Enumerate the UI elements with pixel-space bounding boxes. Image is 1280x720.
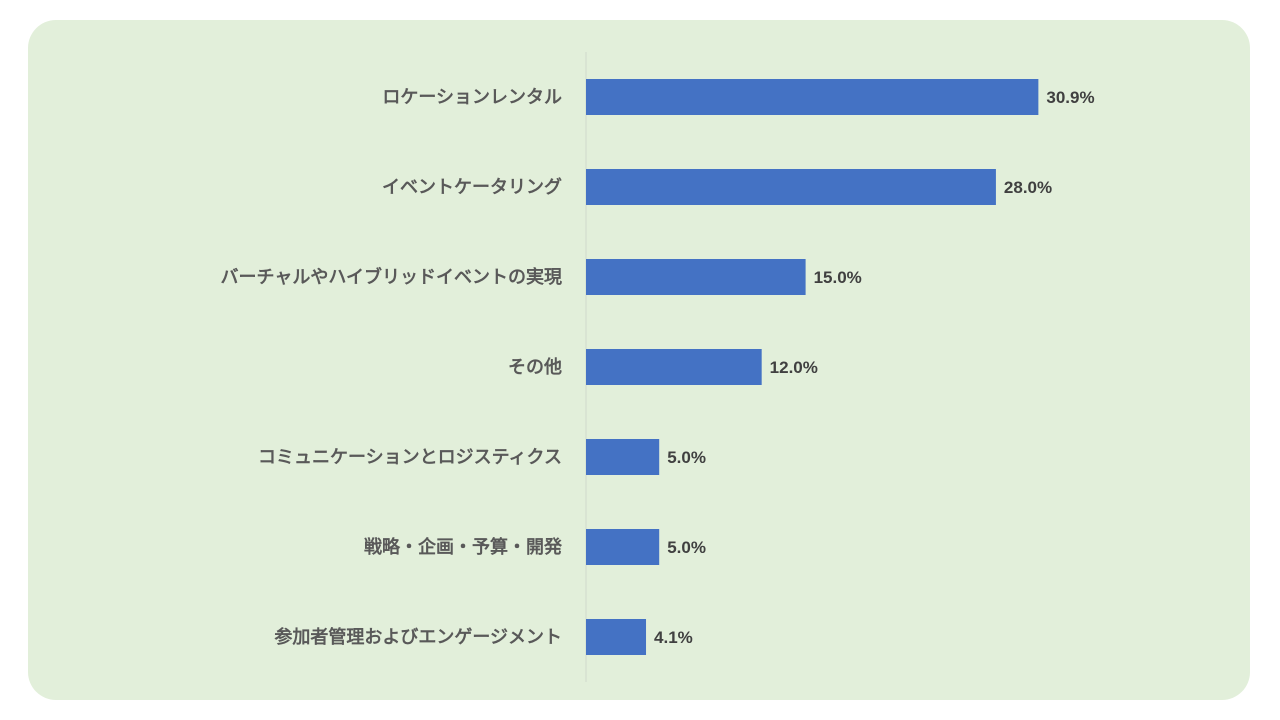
bars-group	[586, 79, 1039, 655]
value-label-5: 5.0%	[667, 448, 706, 467]
bar-4	[586, 349, 762, 385]
category-labels-group: ロケーションレンタルイベントケータリングバーチャルやハイブリッドイベントの実現そ…	[221, 87, 563, 648]
value-label-6: 5.0%	[667, 538, 706, 557]
category-label-6: 戦略・企画・予算・開発	[364, 536, 563, 558]
bar-5	[586, 439, 660, 475]
value-label-2: 28.0%	[1004, 178, 1052, 197]
value-label-7: 4.1%	[654, 628, 693, 647]
value-labels-group: 30.9% 28.0% 15.0% 12.0% 5.0% 5.0% 4.1%	[654, 88, 1095, 647]
category-label-3: バーチャルやハイブリッドイベントの実現	[221, 266, 562, 288]
bar-2	[586, 169, 996, 205]
value-label-3: 15.0%	[814, 268, 862, 287]
value-label-1: 30.9%	[1046, 88, 1094, 107]
bar-7	[586, 619, 647, 655]
bar-3	[586, 259, 806, 295]
value-label-4: 12.0%	[770, 358, 818, 377]
category-label-1: ロケーションレンタル	[382, 87, 562, 108]
category-label-5: コミュニケーションとロジスティクス	[258, 447, 562, 468]
category-label-4: その他	[508, 356, 562, 378]
category-label-7: 参加者管理およびエンゲージメント	[274, 626, 562, 648]
bar-6	[586, 529, 660, 565]
bar-1	[586, 79, 1039, 115]
category-label-2: イベントケータリング	[382, 176, 562, 198]
